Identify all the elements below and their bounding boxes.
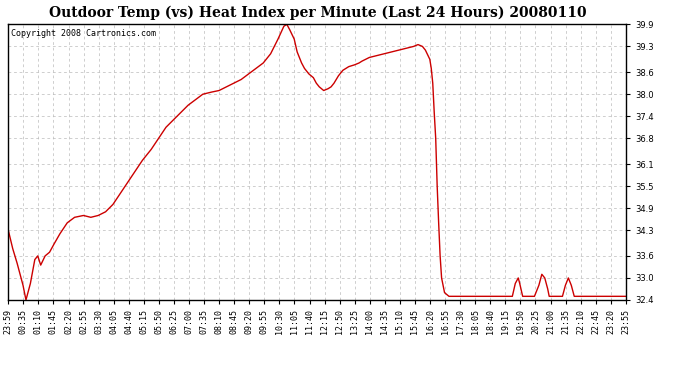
Text: Outdoor Temp (vs) Heat Index per Minute (Last 24 Hours) 20080110: Outdoor Temp (vs) Heat Index per Minute … (48, 6, 586, 20)
Text: Copyright 2008 Cartronics.com: Copyright 2008 Cartronics.com (11, 28, 157, 38)
